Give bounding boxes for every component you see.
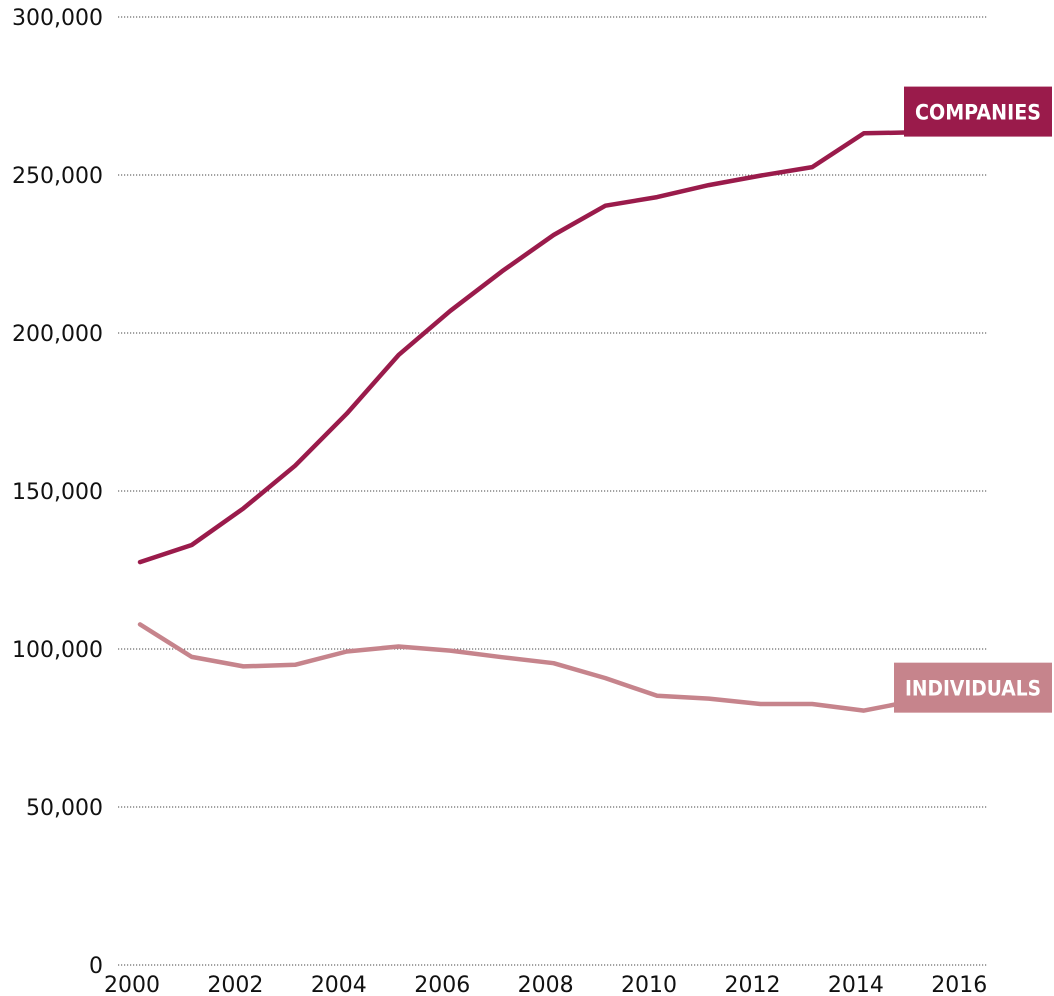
x-tick-label: 2010 — [621, 973, 677, 996]
series-tag-companies: COMPANIES — [904, 86, 1052, 137]
y-tick-label: 0 — [89, 954, 103, 979]
y-tick-label: 300,000 — [12, 6, 103, 31]
y-tick-label: 200,000 — [12, 322, 103, 347]
x-tick-label: 2002 — [207, 973, 263, 996]
series-labels: COMPANIES INDIVIDUALS — [894, 86, 1052, 713]
x-tick-label: 2016 — [931, 973, 987, 996]
x-tick-label: 2000 — [104, 973, 160, 996]
y-tick-label: 150,000 — [12, 480, 103, 505]
x-tick-label: 2004 — [311, 973, 367, 996]
x-tick-label: 2006 — [414, 973, 470, 996]
y-tick-label: 250,000 — [12, 164, 103, 189]
series-line-individuals — [137, 622, 970, 713]
series-tag-box — [904, 86, 1052, 137]
x-tick-label: 2014 — [828, 973, 884, 996]
y-tick-label: 100,000 — [12, 638, 103, 663]
series-tag-box — [894, 662, 1052, 713]
y-axis-tick-labels: 0 50,000 100,000 150,000 200,000 250,000 300,0… — [12, 6, 103, 979]
series-line-companies — [137, 113, 970, 565]
x-tick-label: 2012 — [724, 973, 780, 996]
y-tick-label: 50,000 — [26, 796, 103, 821]
series-lines — [137, 113, 970, 713]
x-tick-label: 2008 — [518, 973, 574, 996]
gridlines — [118, 16, 988, 966]
series-tag-individuals: INDIVIDUALS — [894, 662, 1052, 713]
x-axis-tick-labels: 2000 2002 2004 2006 2008 2010 2012 2014 2016 — [104, 973, 987, 996]
series-tag-label: INDIVIDUALS — [905, 677, 1041, 701]
series-tag-label: COMPANIES — [915, 101, 1041, 125]
